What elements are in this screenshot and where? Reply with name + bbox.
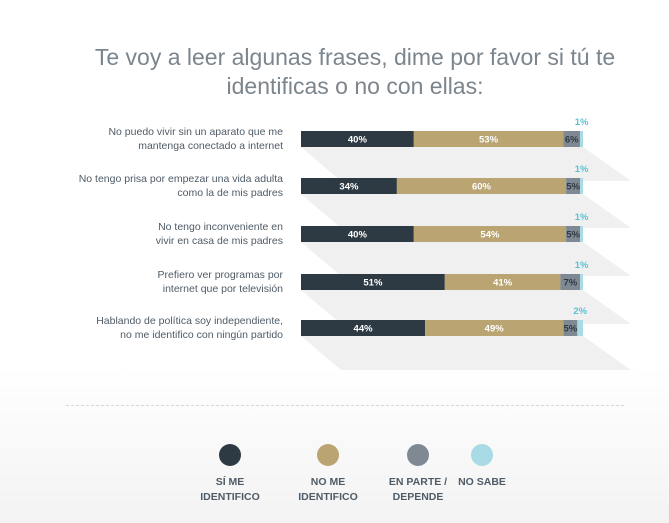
data-label-nosabe: 2% [573,306,587,317]
bar-segment-nosabe [580,131,583,147]
bar-segment-si [301,226,414,242]
data-label-si: 51% [363,278,383,289]
category-label: Hablando de política soy independiente, … [96,315,283,341]
bar-segment-nosabe [580,274,583,290]
bar-segment-no [425,320,564,336]
legend-label: NO ME IDENTIFICO [298,476,358,503]
data-label-nosabe: 1% [575,260,589,271]
bar-segment-si [301,131,414,147]
data-label-no: 53% [479,135,499,146]
data-label-no: 54% [480,230,500,241]
data-label-parte: 6% [565,135,579,146]
bar-shadow [301,336,631,370]
legend-label: SÍ ME IDENTIFICO [200,476,260,503]
bar-segment-nosabe [577,320,583,336]
legend-divider [66,405,624,406]
data-label-nosabe: 1% [575,212,589,223]
data-label-no: 41% [493,278,513,289]
bar-segment-nosabe [580,178,583,194]
bar-segment-parte [560,274,581,290]
bar-shadow [301,242,631,276]
data-label-no: 60% [472,182,492,193]
bar-segment-parte [566,226,581,242]
category-label: No puedo vivir sin un aparato que me man… [108,126,283,152]
legend-swatch [471,444,493,466]
legend-swatch [219,444,241,466]
bar-segment-no [444,274,561,290]
bar-shadow [301,194,631,228]
bar-segment-no [413,226,567,242]
data-label-si: 44% [354,324,374,335]
data-label-parte: 5% [566,230,580,241]
data-label-nosabe: 1% [575,117,589,128]
data-label-si: 34% [339,182,359,193]
data-label-parte: 5% [563,324,577,335]
data-label-nosabe: 1% [575,164,589,175]
bar-shadow [301,147,631,181]
category-label: Prefiero ver programas por internet que … [157,269,283,295]
data-label-si: 40% [348,230,368,241]
bar-segment-parte [563,320,578,336]
bar-segment-si [301,274,445,290]
category-label: No tengo inconveniente en vivir en casa … [155,221,283,247]
bar-segment-nosabe [580,226,583,242]
legend-swatch [317,444,339,466]
legend-label: EN PARTE / DEPENDE [388,476,448,503]
bar-shadow [301,290,631,324]
bar-segment-parte [566,178,581,194]
legend-item-si: SÍ ME IDENTIFICO [185,444,275,505]
bar-segment-si [301,320,426,336]
legend-label: NO SABE [458,476,506,488]
data-label-si: 40% [348,135,368,146]
bar-segment-si [301,178,397,194]
category-label: No tengo prisa por empezar una vida adul… [78,173,283,199]
bar-segment-no [396,178,567,194]
data-label-parte: 7% [563,278,577,289]
bar-segment-no [413,131,564,147]
data-label-no: 49% [485,324,505,335]
bar-segment-parte [563,131,581,147]
chart-title: Te voy a leer algunas frases, dime por f… [94,44,616,100]
legend-item-no: NO ME IDENTIFICO [283,444,373,505]
legend-item-parte: EN PARTE / DEPENDE [373,444,463,505]
legend-item-nosabe: NO SABE [437,444,527,490]
legend-swatch [407,444,429,466]
data-label-parte: 5% [566,182,580,193]
